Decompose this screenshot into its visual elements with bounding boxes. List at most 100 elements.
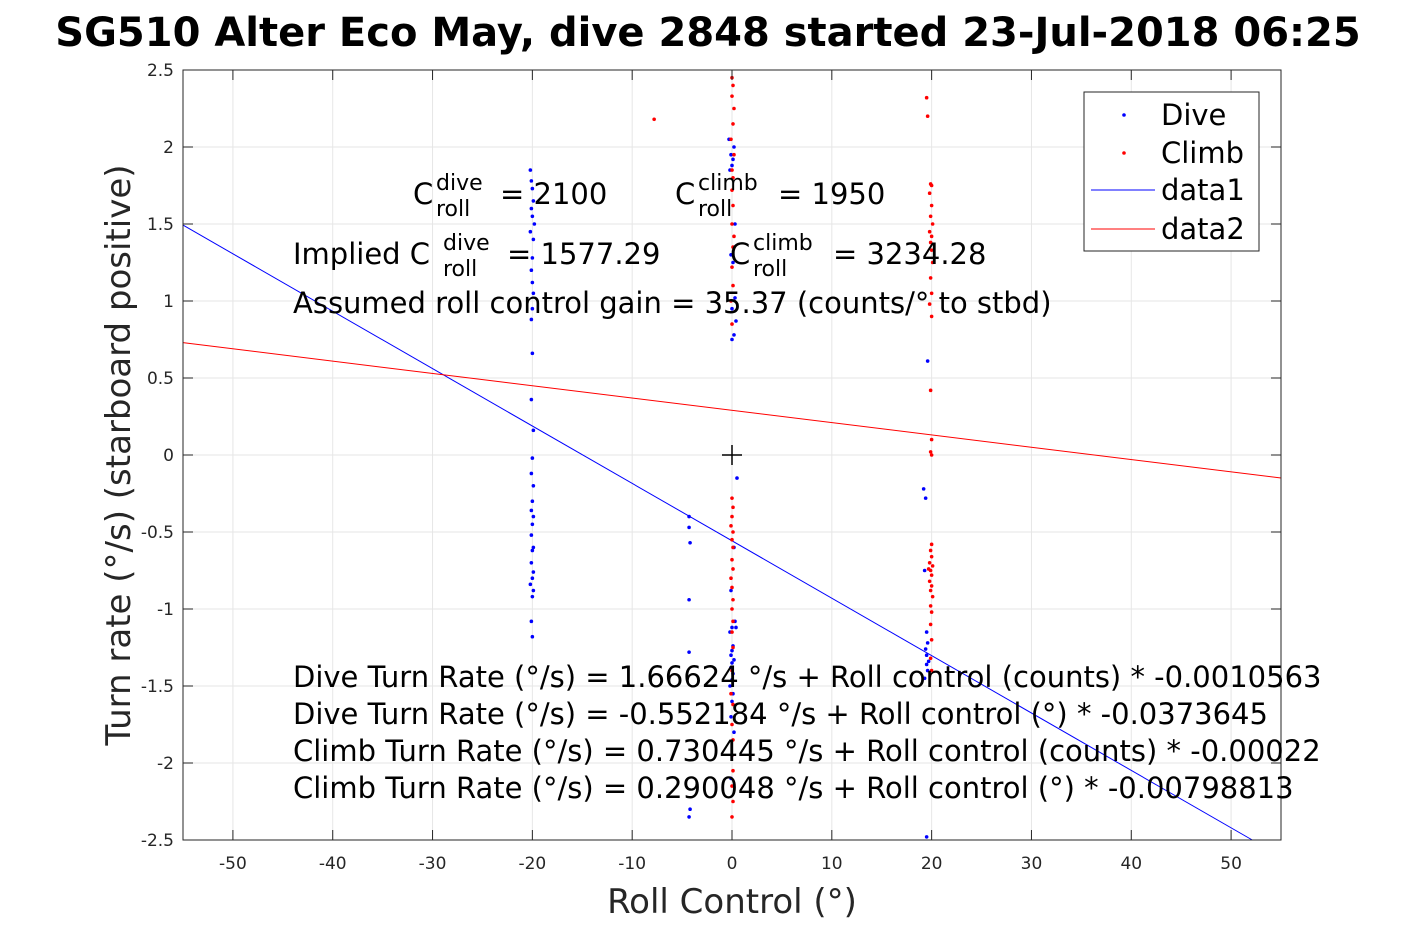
dive-point: [530, 499, 535, 504]
x-tick-label: -30: [419, 854, 447, 874]
climb-point: [929, 668, 934, 673]
climb-point: [731, 645, 735, 650]
fit-line-data2: [182, 342, 1282, 479]
dive-point: [530, 306, 535, 311]
annotation-c-climb: C climb roll = 1950: [675, 171, 885, 222]
dive-point: [529, 619, 534, 624]
equation-line: Dive Turn Rate (°/s) = -0.552184 °/s + R…: [293, 697, 1268, 731]
implied-climb-sup: climb: [753, 231, 813, 256]
climb-point: [731, 597, 735, 602]
climb-point: [730, 514, 734, 519]
y-tick-label: -2.5: [141, 831, 174, 851]
annotation-gain: Assumed roll control gain = 35.37 (count…: [293, 286, 1052, 320]
climb-point: [929, 584, 934, 588]
y-tick-label: 1.5: [147, 215, 174, 235]
dive-point: [732, 658, 736, 662]
climb-point: [731, 203, 735, 208]
y-axis-label: Turn rate (°/s) (starboard positive): [99, 164, 139, 746]
climb-point: [731, 245, 735, 249]
c-climb-value: = 1950: [778, 177, 885, 211]
x-tick-label: 40: [1120, 854, 1142, 874]
climb-point: [731, 768, 735, 773]
dive-point: [732, 333, 736, 337]
annotation-c-dive: C dive roll = 2100: [413, 171, 607, 222]
dive-point: [731, 671, 735, 676]
dive-point: [531, 588, 536, 593]
fit-line-data1: [182, 224, 1253, 841]
dive-point: [530, 576, 535, 580]
dive-point: [730, 625, 734, 630]
climb-point: [927, 302, 932, 306]
x-tick-label: 10: [821, 854, 843, 874]
dive-point: [687, 815, 691, 819]
implied-dive-value: = 1577.29: [507, 237, 660, 271]
dive-point: [529, 508, 534, 513]
climb-point: [929, 234, 934, 239]
dive-point: [531, 199, 536, 203]
dive-point: [731, 260, 735, 265]
y-tick-label: 0.5: [147, 369, 174, 389]
climb-point: [927, 191, 932, 195]
climb-point: [732, 234, 736, 239]
dive-point: [730, 648, 734, 653]
y-tick-label: 0: [163, 446, 174, 466]
climb-point: [731, 619, 735, 624]
dive-point: [531, 570, 536, 574]
dive-point: [687, 650, 691, 654]
dive-point: [530, 186, 535, 191]
x-axis-label: Roll Control (°): [607, 882, 857, 922]
climb-point: [929, 610, 934, 614]
dive-point: [529, 317, 534, 322]
climb-point: [730, 815, 734, 819]
implied-climb-sub: roll: [753, 257, 787, 282]
climb-point: [928, 548, 933, 553]
dive-point: [529, 268, 534, 273]
legend-label-data2: data2: [1161, 212, 1245, 246]
climb-point: [929, 542, 934, 547]
legend: Dive Climb data1 data2: [1083, 91, 1260, 252]
dive-point: [729, 776, 733, 781]
climb-point: [730, 168, 734, 172]
dive-point: [921, 487, 926, 491]
legend-label-climb: Climb: [1161, 136, 1244, 170]
legend-marker-dive: [1122, 113, 1126, 117]
y-tick-label: -1: [157, 600, 174, 620]
y-tick-label: 1: [163, 292, 174, 312]
dive-point: [687, 597, 691, 602]
dive-point: [529, 397, 534, 402]
dive-point: [923, 647, 928, 651]
dive-point: [729, 715, 733, 719]
climb-point: [652, 117, 656, 122]
climb-point: [732, 152, 736, 157]
climb-point: [928, 388, 933, 393]
dive-point: [729, 253, 733, 257]
dive-point: [926, 659, 931, 664]
climb-point: [929, 203, 934, 208]
climb-point: [930, 222, 935, 226]
climb-point: [731, 176, 735, 180]
dive-point: [530, 594, 535, 599]
dive-point: [687, 514, 691, 519]
dive-point: [925, 641, 930, 645]
climb-point: [730, 722, 734, 727]
dive-point: [531, 484, 536, 488]
climb-point: [930, 564, 935, 568]
climb-point: [731, 738, 735, 742]
climb-point: [729, 576, 733, 580]
dive-point: [924, 662, 929, 667]
climb-point: [925, 114, 930, 118]
dive-point: [529, 206, 534, 211]
climb-point: [928, 656, 933, 661]
x-tick-label: -50: [219, 854, 247, 874]
c-climb-sup: climb: [698, 171, 758, 196]
legend-box: [1083, 91, 1260, 252]
y-tick-label: -2: [157, 754, 174, 774]
dive-point: [924, 653, 929, 657]
climb-point: [729, 524, 733, 528]
x-tick-label: 0: [727, 854, 738, 874]
dive-point: [528, 229, 533, 234]
dive-point: [531, 291, 536, 296]
implied-dive-sup: dive: [443, 231, 490, 256]
dive-point: [728, 684, 732, 688]
climb-point: [730, 496, 734, 500]
